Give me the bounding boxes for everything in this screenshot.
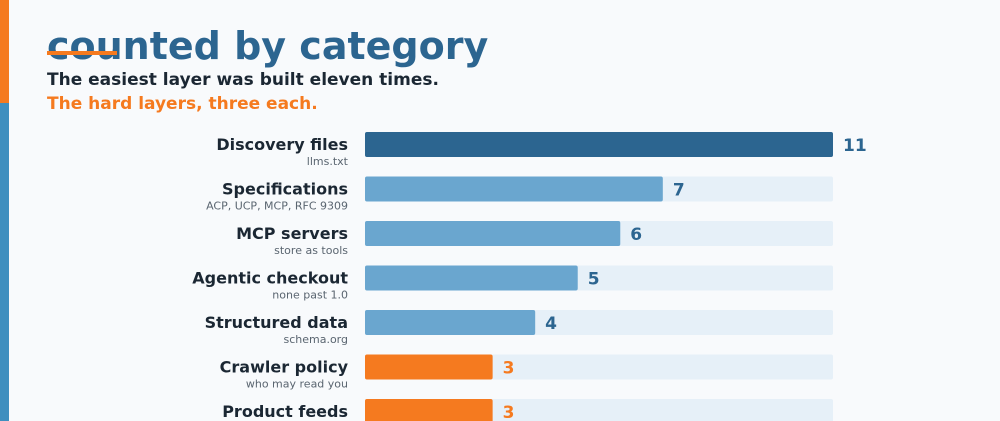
- subtitle-line-2: The hard layers, three each.: [47, 94, 318, 114]
- category-sublabel: schema.org: [283, 333, 348, 346]
- bar-value-label: 11: [843, 136, 867, 156]
- chart-title: counted by category: [47, 0, 488, 68]
- bar-value-label: 7: [673, 181, 685, 201]
- category-label: Discovery files: [216, 135, 348, 154]
- category-sublabel: ACP, UCP, MCP, RFC 9309: [206, 200, 348, 213]
- category-label: Structured data: [205, 313, 348, 332]
- bar-value-label: 4: [545, 314, 557, 334]
- bar: [365, 310, 536, 335]
- bar-value-label: 6: [630, 225, 642, 245]
- category-sublabel: none past 1.0: [272, 289, 348, 302]
- chart-title-line-2: counted by category: [47, 24, 489, 68]
- bar: [365, 132, 833, 157]
- bar: [365, 265, 578, 291]
- category-label: Product feeds: [222, 402, 348, 421]
- accent-edge-orange: [0, 0, 9, 103]
- bar: [365, 354, 493, 380]
- category-sublabel: who may read you: [246, 378, 348, 391]
- title-underline: [47, 51, 117, 55]
- bar-value-label: 3: [503, 403, 515, 421]
- category-label: Crawler policy: [220, 358, 349, 377]
- category-sublabel: store as tools: [274, 244, 348, 257]
- bar: [365, 221, 621, 246]
- bar: [365, 399, 493, 421]
- category-label: MCP servers: [236, 224, 348, 243]
- category-label: Specifications: [222, 180, 348, 199]
- bar: [365, 176, 663, 202]
- category-sublabel: llms.txt: [307, 155, 349, 168]
- category-label: Agentic checkout: [192, 269, 348, 288]
- accent-edge-blue: [0, 103, 9, 421]
- subtitle-line-1: The easiest layer was built eleven times…: [47, 70, 439, 90]
- bar-value-label: 3: [503, 359, 515, 379]
- bar-value-label: 5: [588, 270, 600, 290]
